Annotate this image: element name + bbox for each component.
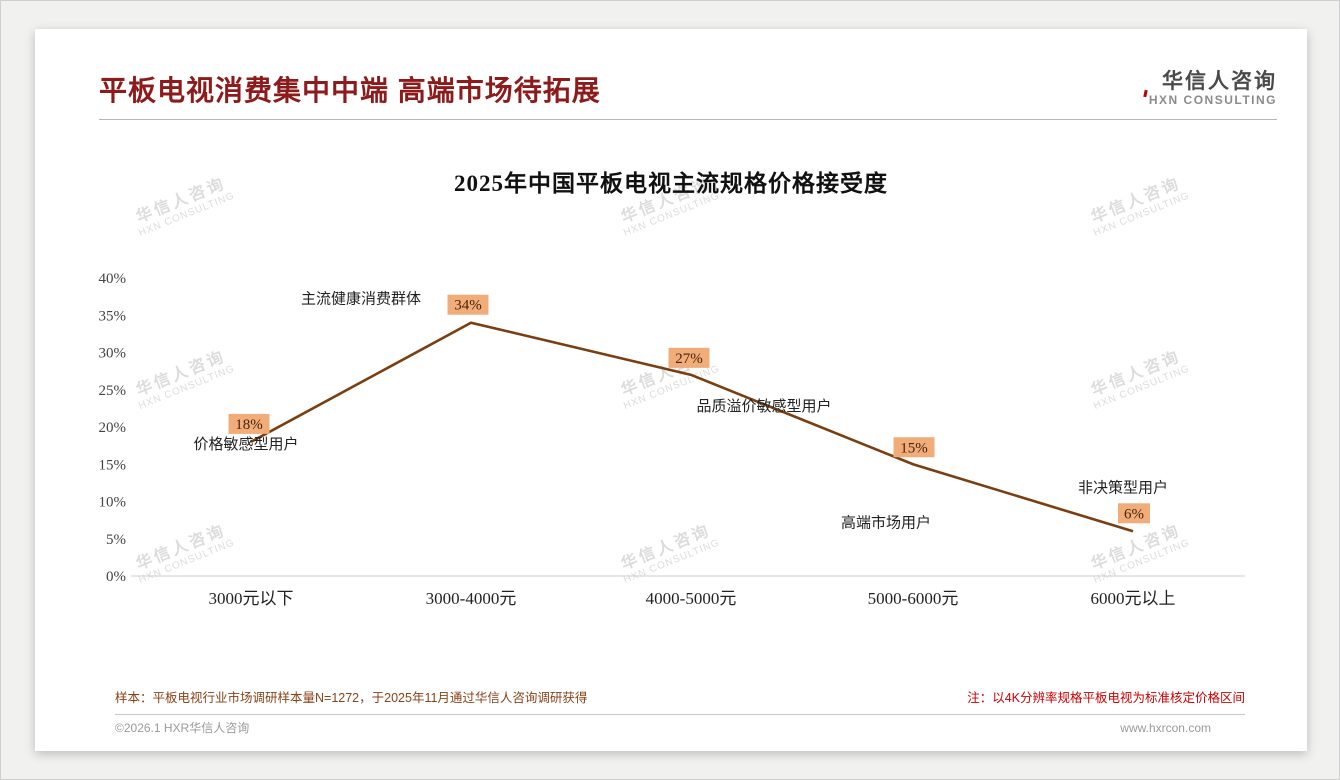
- x-axis-label: 5000-6000元: [868, 589, 959, 608]
- point-annotation: 非决策型用户: [1078, 479, 1168, 496]
- copyright-row: ©2026.1 HXR华信人咨询 www.hxrcon.com: [115, 719, 1211, 736]
- page-title: 平板电视消费集中中端 高端市场待拓展: [99, 75, 601, 106]
- y-tick-label: 25%: [99, 383, 127, 399]
- value-label: 27%: [675, 351, 703, 367]
- value-label: 6%: [1124, 506, 1144, 522]
- y-tick-label: 35%: [99, 308, 127, 324]
- x-axis-label: 3000-4000元: [426, 589, 517, 608]
- brand-logo-en: HXN CONSULTING: [1143, 89, 1277, 108]
- value-label-box: [668, 347, 710, 368]
- line-chart: 0% 5% 10% 15% 20% 25% 30% 35% 40% 3000元以下 3000-400…: [99, 271, 1245, 608]
- value-label: 15%: [900, 440, 928, 456]
- y-tick-label: 0%: [106, 569, 126, 585]
- y-tick-label: 30%: [99, 346, 127, 362]
- x-axis-label: 6000元以上: [1091, 589, 1176, 608]
- value-label-box: [228, 413, 270, 434]
- point-annotation: 高端市场用户: [841, 514, 931, 531]
- y-tick-label: 5%: [106, 532, 126, 548]
- point-annotation: 品质溢价敏感型用户: [696, 398, 831, 415]
- y-tick-label: 15%: [99, 457, 127, 473]
- data-line: [250, 321, 1134, 533]
- y-tick-label: 10%: [99, 495, 127, 511]
- sample-note: 样本：平板电视行业市场调研样本量N=1272，于2025年11月通过华信人咨询调…: [115, 691, 588, 705]
- copyright-text: ©2026.1 HXR华信人咨询: [115, 721, 250, 735]
- brand-logo: 华信人咨询 HXN CONSULTING: [1143, 70, 1277, 108]
- notes-row: 样本：平板电视行业市场调研样本量N=1272，于2025年11月通过华信人咨询调…: [115, 687, 1245, 715]
- brand-logo-cn: 华信人咨询: [1162, 70, 1277, 94]
- y-tick-label: 20%: [99, 420, 127, 436]
- chart-title: 2025年中国平板电视主流规格价格接受度: [454, 171, 888, 196]
- value-label-box: [447, 294, 489, 315]
- point-annotation: 主流健康消费群体: [301, 291, 421, 308]
- x-axis-label: 4000-5000元: [646, 589, 737, 608]
- slide-card: 华信人咨询 HXN CONSULTING 华信人咨询 HXN CONSULTING 华信…: [35, 29, 1307, 751]
- header: 平板电视消费集中中端 高端市场待拓展 华信人咨询 HXN CONSULTING: [99, 59, 1277, 120]
- value-label: 34%: [454, 298, 482, 314]
- value-label-box: [893, 437, 935, 458]
- brand-logo-en-text: HXN CONSULTING: [1148, 93, 1277, 108]
- y-tick-label: 40%: [99, 271, 127, 287]
- standard-note: 注：以4K分辨率规格平板电视为标准核定价格区间: [967, 691, 1245, 705]
- x-axis-label: 3000元以下: [209, 589, 294, 608]
- brand-accent-mark: [1143, 89, 1148, 98]
- point-annotation: 价格敏感型用户: [193, 436, 298, 453]
- value-label: 18%: [235, 417, 263, 433]
- website-text: www.hxrcon.com: [1120, 720, 1211, 735]
- value-label-box: [1118, 503, 1150, 524]
